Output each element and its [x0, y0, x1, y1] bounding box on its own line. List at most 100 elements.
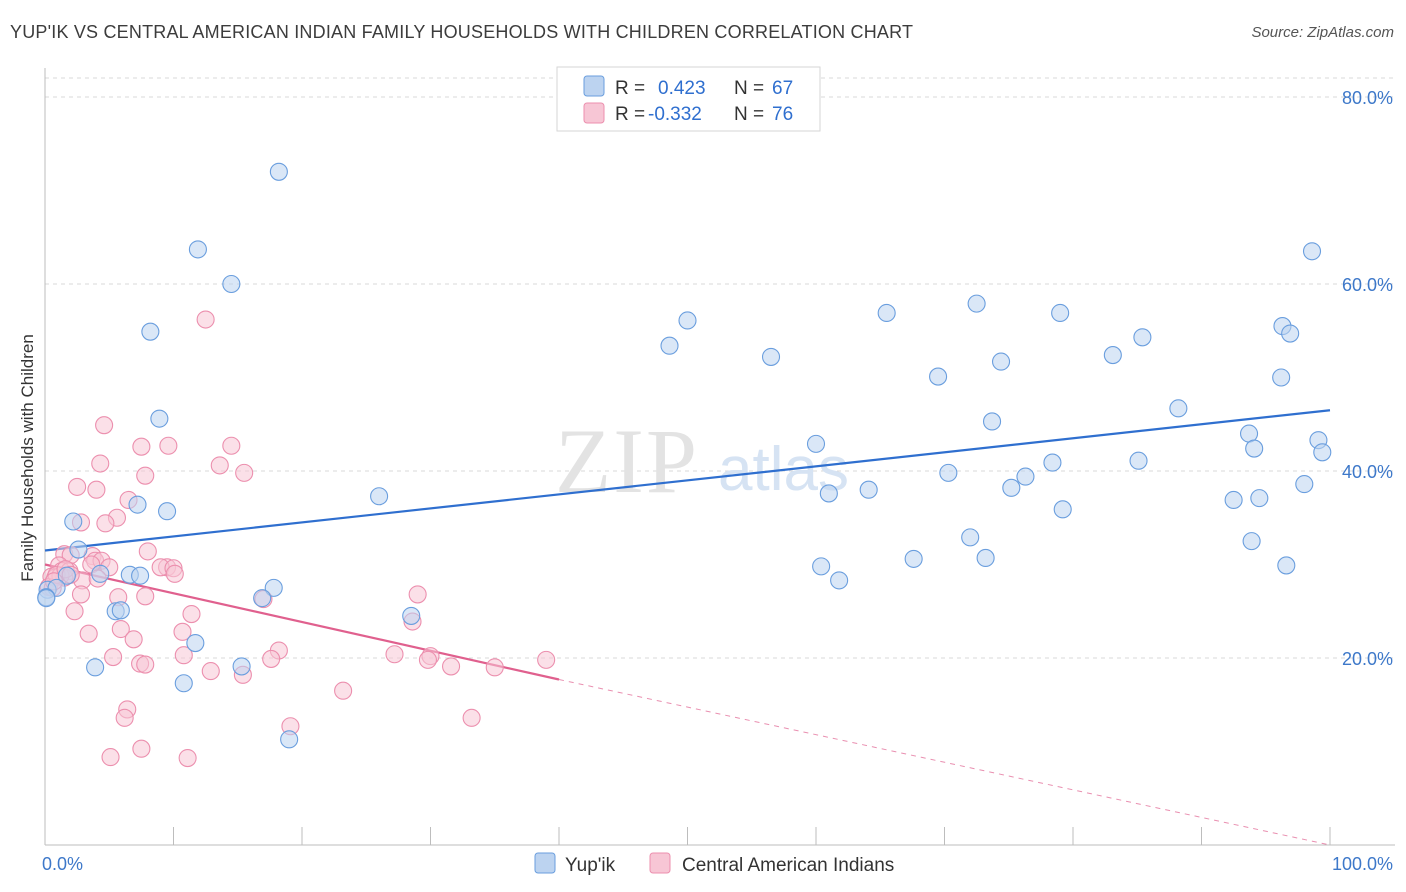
central-american-indians-point [87, 480, 106, 499]
yupik-point [188, 240, 207, 259]
central-american-indians-point [138, 542, 157, 561]
yupik-point [128, 495, 147, 514]
bottom-legend-swatch-yupik [534, 852, 556, 874]
yupik-point [1053, 500, 1072, 519]
yupik-point [141, 322, 160, 341]
yupik-point [660, 336, 679, 355]
yupik-point [222, 274, 241, 294]
central-american-indians-point [462, 708, 481, 727]
central-american-indians-point [115, 708, 134, 727]
yupik-point [1295, 475, 1314, 494]
central-american-indians-point [537, 650, 556, 669]
correlation-legend: R = 0.423 N = 67 R = -0.332 N = 76 [556, 66, 821, 132]
central-american-indians-point [111, 619, 130, 639]
legend-n-label-1: N = [734, 78, 764, 99]
central-american-indians-point [124, 630, 143, 649]
yupik-point [57, 566, 76, 585]
yupik-point [1272, 368, 1291, 387]
central-american-indians-point [79, 624, 98, 643]
yupik-point [158, 502, 177, 521]
central-american-indians-point [68, 477, 87, 496]
yupik-point [1169, 399, 1188, 418]
yupik-point [269, 162, 288, 181]
bottom-legend-swatch-central-american [649, 852, 671, 874]
yupik-point [1302, 242, 1322, 261]
yupik-point [402, 606, 421, 625]
yupik-point [1051, 303, 1070, 323]
legend-n-label-2: N = [734, 104, 764, 125]
legend-r-label-1: R = [615, 78, 645, 99]
yupik-point [939, 463, 958, 482]
yupik-point [91, 564, 110, 583]
yupik-point [1281, 324, 1300, 343]
yupik-point [929, 367, 948, 386]
central-american-indians-point [235, 463, 254, 482]
y-tick-label: 60.0% [1342, 275, 1393, 295]
yupik-point [111, 601, 130, 620]
yupik-point [86, 658, 105, 677]
central-american-indians-point [136, 587, 155, 606]
yupik-point [1043, 453, 1062, 472]
yupik-point [232, 657, 251, 676]
chart-source: Source: ZipAtlas.com [1251, 24, 1394, 41]
yupik-point [904, 549, 923, 568]
yupik-point [174, 674, 193, 693]
yupik-point [761, 347, 781, 366]
central-american-indians-point [95, 416, 114, 435]
x-tick-label-max: 100.0% [1332, 854, 1393, 874]
y-tick-label: 20.0% [1342, 649, 1393, 669]
central-american-indians-point [182, 605, 201, 624]
legend-r-value-2: -0.332 [648, 104, 702, 125]
yupik-point [1103, 346, 1122, 365]
legend-r-label-2: R = [615, 104, 645, 125]
yupik-point [806, 434, 826, 453]
central-american-indians-point [159, 436, 178, 455]
yupik-point [37, 589, 56, 608]
central-american-indians-point [222, 436, 241, 455]
yupik-point [253, 589, 272, 608]
series-yupik-points [37, 162, 1332, 749]
yupik-point [830, 571, 849, 590]
y-tick-label: 80.0% [1342, 88, 1393, 108]
y-axis-label: Family Households with Children [18, 334, 37, 582]
central-american-indians-point [165, 564, 184, 583]
yupik-trend-line [44, 409, 1331, 552]
y-tick-label: 40.0% [1342, 462, 1393, 482]
yupik-point [859, 480, 878, 499]
central-american-indians-point [178, 748, 197, 768]
central-american-indians-point [196, 310, 215, 329]
yupik-point [976, 548, 995, 568]
yupik-point [1133, 328, 1152, 347]
central-american-indians-point [96, 514, 115, 533]
yupik-point [131, 566, 150, 585]
y-tick-labels: 20.0% 40.0% 60.0% 80.0% [1342, 88, 1393, 669]
series-legend: Yup'ik Central American Indians [534, 852, 894, 876]
bottom-legend-label-yupik: Yup'ik [565, 855, 616, 876]
central-american-indians-point [132, 437, 151, 456]
yupik-point [1002, 478, 1021, 497]
central-american-trend-extension [558, 679, 1331, 846]
central-american-indians-point [442, 657, 461, 676]
central-american-indians-point [174, 646, 193, 665]
watermark-zip: ZIP [555, 410, 699, 512]
central-american-indians-point [136, 466, 155, 485]
central-american-indians-point [101, 748, 120, 767]
x-tick-labels: 0.0% 100.0% [42, 854, 1393, 874]
central-american-indians-point [385, 645, 404, 664]
yupik-point [1129, 451, 1148, 470]
central-american-indians-point [71, 585, 91, 604]
legend-n-value-2: 76 [772, 104, 793, 125]
yupik-point [1277, 556, 1296, 575]
legend-n-value-1: 67 [772, 78, 793, 99]
yupik-point [370, 487, 389, 506]
central-american-indians-point [173, 622, 192, 641]
chart-title: YUP'IK VS CENTRAL AMERICAN INDIAN FAMILY… [10, 22, 914, 42]
yupik-point [186, 633, 205, 653]
series-central-american-indians-points [39, 310, 556, 768]
yupik-point [1250, 489, 1269, 508]
x-tick-label-min: 0.0% [42, 854, 83, 874]
yupik-point [991, 352, 1011, 371]
yupik-point [961, 528, 980, 547]
legend-r-value-1: 0.423 [658, 78, 706, 99]
